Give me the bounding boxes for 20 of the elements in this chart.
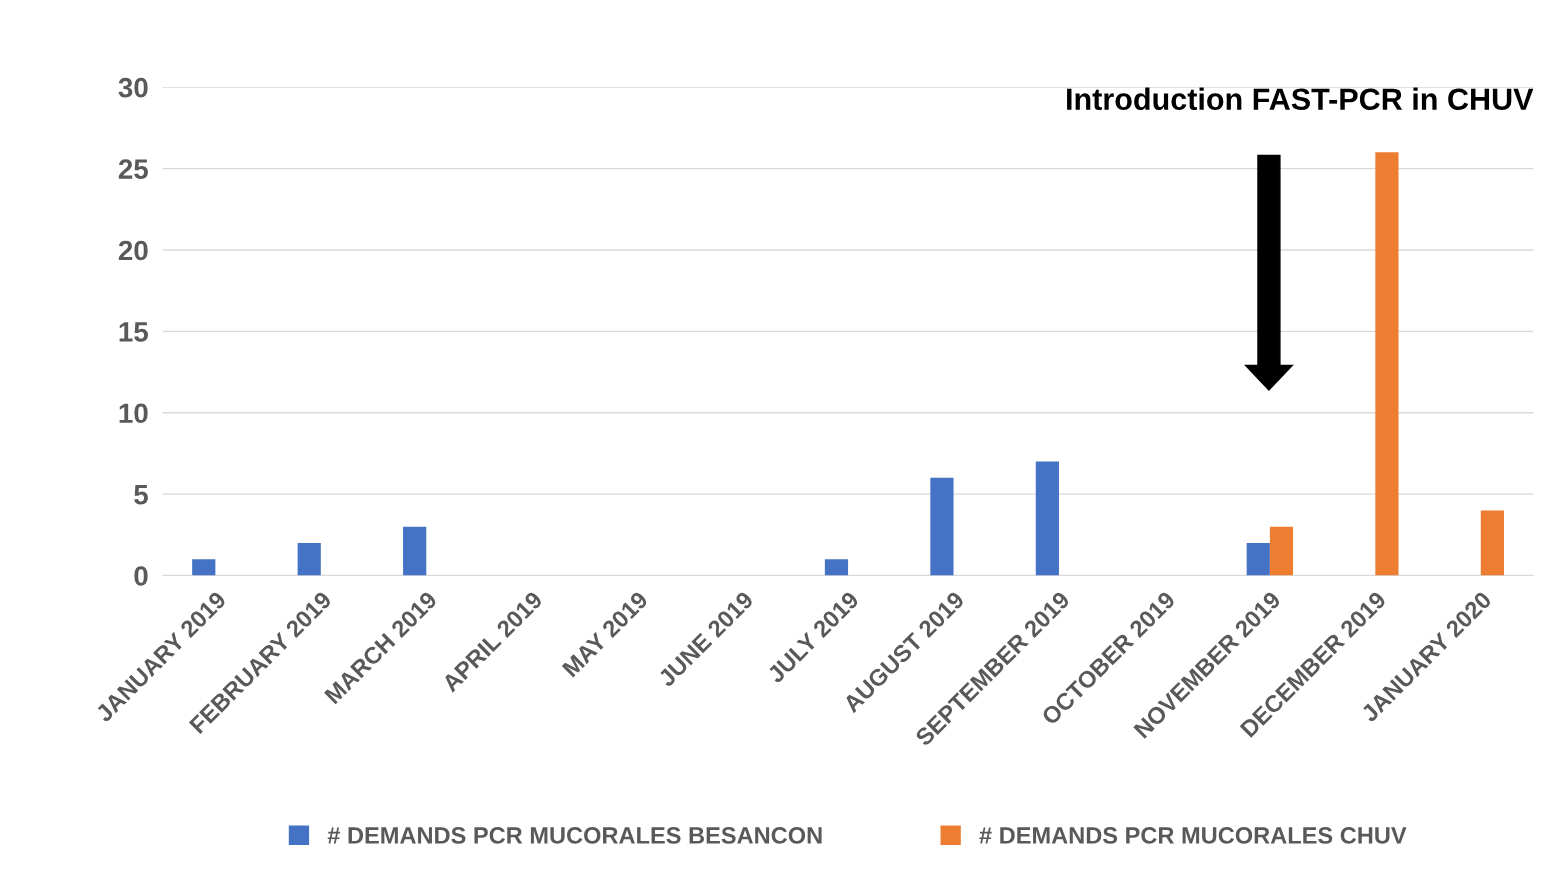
bar xyxy=(1375,152,1399,576)
bar xyxy=(297,542,321,576)
bar xyxy=(1035,461,1059,576)
legend-label: # DEMANDS PCR MUCORALES BESANCON xyxy=(327,827,822,844)
y-tick-label: 5 xyxy=(134,485,148,505)
y-tick-label: 25 xyxy=(118,159,148,179)
bar xyxy=(403,526,427,576)
y-tick-label: 30 xyxy=(118,77,148,98)
bar xyxy=(930,477,954,576)
y-tick-label: 15 xyxy=(119,322,148,342)
y-tick-label: 20 xyxy=(118,240,148,261)
bar xyxy=(824,559,849,576)
y-tick-label: 10 xyxy=(119,403,148,424)
bar xyxy=(1269,526,1294,576)
legend-label: # DEMANDS PCR MUCORALES CHUV xyxy=(979,827,1407,844)
bar xyxy=(1246,542,1270,576)
annotation: Introduction FAST-PCR in CHUV xyxy=(1067,87,1534,111)
y-tick-label: 0 xyxy=(134,566,148,586)
bar xyxy=(192,559,216,576)
bar xyxy=(1480,510,1504,576)
